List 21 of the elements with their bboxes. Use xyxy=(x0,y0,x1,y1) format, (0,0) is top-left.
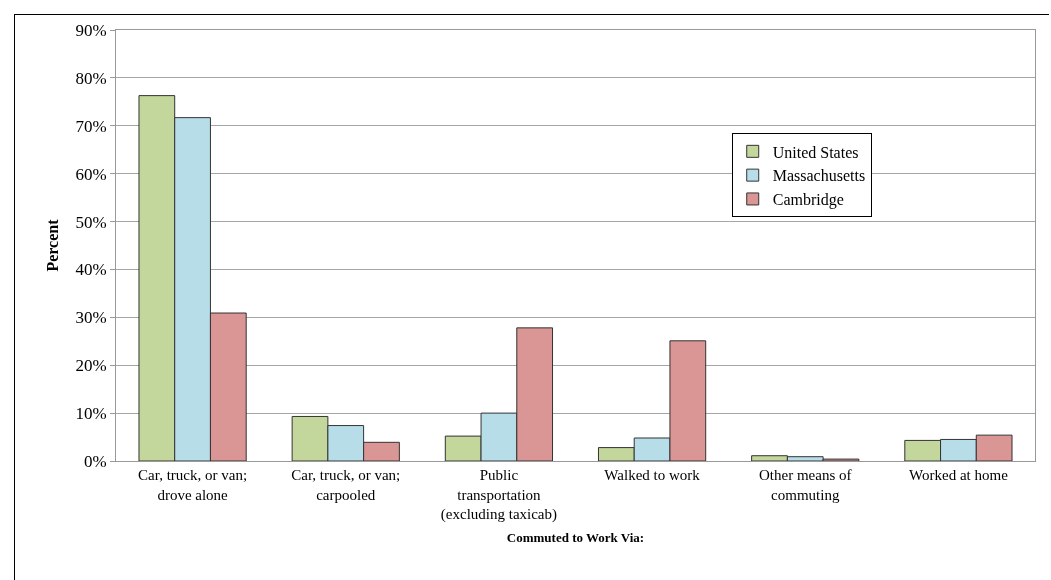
legend-label: Cambridge xyxy=(772,191,844,210)
y-tick-label: 40% xyxy=(75,260,107,280)
x-axis-title: Commuted to Work Via: xyxy=(506,529,645,545)
x-tick-label: Public transportation (excluding taxicab) xyxy=(440,467,558,523)
y-tick-label: 10% xyxy=(75,404,107,424)
y-tick-label: 30% xyxy=(75,308,107,328)
legend-label: Massachusetts xyxy=(772,167,866,185)
y-tick-label: 20% xyxy=(75,356,107,376)
x-tick-label: Car, truck, or van; drove alone xyxy=(138,467,248,503)
x-tick-label: Walked to work xyxy=(604,467,701,483)
legend-label: United States xyxy=(772,143,859,161)
y-tick-label: 50% xyxy=(75,212,107,232)
y-axis-title: Percent xyxy=(44,218,62,272)
x-tick-label: Car, truck, or van; carpooled xyxy=(291,467,401,503)
x-tick-label: Other means of commuting xyxy=(759,467,852,503)
y-tick-label: 70% xyxy=(75,116,107,136)
y-tick-label: 90% xyxy=(75,20,107,40)
x-tick-label: Worked at home xyxy=(909,467,1009,483)
y-tick-label: 60% xyxy=(75,164,107,184)
y-tick-label: 80% xyxy=(75,68,107,88)
y-tick-label: 0% xyxy=(83,451,107,471)
